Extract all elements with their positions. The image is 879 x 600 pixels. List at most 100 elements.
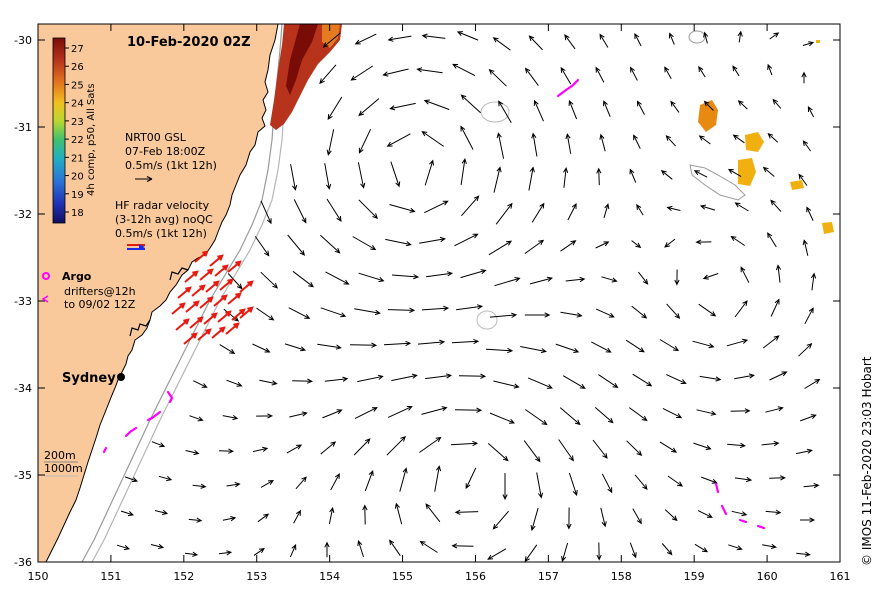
- sst-patch: [822, 222, 834, 234]
- current-arrow: [460, 125, 474, 150]
- current-arrow: [591, 341, 612, 353]
- radar-arrow: [227, 260, 242, 273]
- current-arrow: [772, 98, 782, 109]
- current-arrow: [357, 162, 366, 189]
- drifter-track: [166, 390, 174, 404]
- current-arrow: [798, 173, 808, 186]
- seamount-contour: [688, 30, 706, 44]
- depth-legend-1000m: 1000m: [44, 462, 83, 475]
- current-arrow: [801, 71, 807, 84]
- current-arrow: [326, 129, 335, 156]
- current-arrow: [387, 406, 413, 418]
- current-arrow: [226, 482, 241, 488]
- current-arrow: [632, 508, 642, 525]
- current-arrow: [693, 442, 712, 450]
- current-arrow: [357, 374, 384, 383]
- current-arrow: [761, 440, 780, 447]
- current-arrow: [382, 68, 409, 77]
- current-arrow: [456, 304, 484, 311]
- current-arrow: [565, 133, 572, 154]
- current-arrow: [498, 100, 512, 123]
- current-arrow: [454, 233, 479, 247]
- radar-arrow: [209, 254, 224, 267]
- current-arrow: [416, 67, 443, 74]
- radar-arrow: [184, 270, 199, 283]
- current-arrow: [796, 551, 811, 557]
- current-arrow: [495, 202, 513, 225]
- sst-patch-hot: [286, 24, 318, 95]
- current-arrow: [456, 31, 479, 41]
- current-arrow: [601, 473, 613, 494]
- current-arrow: [660, 169, 673, 180]
- x-tick-label: 155: [392, 570, 413, 583]
- current-arrow: [661, 543, 673, 556]
- x-tick-label: 153: [246, 570, 267, 583]
- seamount-contour: [689, 164, 746, 201]
- sst-patch: [738, 158, 756, 186]
- current-arrow: [598, 374, 619, 389]
- current-arrow: [151, 441, 166, 448]
- current-arrow: [600, 507, 607, 528]
- current-arrow: [496, 132, 505, 159]
- current-arrow: [732, 65, 740, 77]
- y-tick-label: -30: [14, 34, 32, 47]
- current-arrow: [391, 373, 418, 382]
- current-arrow: [529, 276, 554, 285]
- current-arrow: [193, 380, 208, 388]
- current-arrow: [454, 407, 483, 413]
- current-arrow: [260, 200, 272, 225]
- current-arrow: [727, 168, 742, 178]
- current-arrow: [317, 343, 342, 350]
- argo-legend-label: Argo: [62, 270, 92, 283]
- gsl-legend-line1: NRT00 GSL: [125, 131, 187, 144]
- colorbar-tick-label: 23: [71, 117, 84, 128]
- current-arrow: [634, 474, 648, 490]
- radar-arrow: [199, 268, 214, 281]
- current-arrow: [399, 467, 408, 492]
- radar-arrow: [225, 322, 240, 335]
- x-axis-ticks: 150 151 152 153 154 155 156 157 158 159 160 161: [28, 24, 851, 583]
- current-arrow: [419, 540, 438, 553]
- current-arrow: [664, 238, 676, 248]
- current-arrow: [286, 444, 303, 454]
- current-arrow: [762, 335, 780, 349]
- current-arrow: [698, 135, 711, 145]
- current-arrow: [451, 543, 474, 549]
- y-tick-label: -32: [14, 208, 32, 221]
- radar-arrow: [217, 310, 232, 323]
- current-arrow: [595, 241, 610, 249]
- current-arrow: [767, 133, 779, 143]
- current-arrow: [696, 409, 717, 416]
- hf-legend-arrow: [127, 244, 145, 250]
- seamount-contour: [476, 310, 498, 330]
- current-arrow: [734, 300, 748, 318]
- current-arrow: [460, 269, 487, 279]
- gsl-legend-line2: 07-Feb 18:00Z: [125, 145, 206, 158]
- current-arrow: [295, 476, 307, 490]
- current-arrow: [391, 274, 420, 280]
- current-arrow: [523, 440, 541, 463]
- radar-arrow: [197, 328, 212, 341]
- current-arrow: [324, 541, 330, 558]
- current-arrow: [254, 236, 270, 257]
- current-arrow: [328, 506, 335, 525]
- x-tick-label: 150: [28, 570, 49, 583]
- current-arrow: [158, 475, 173, 482]
- current-arrow: [664, 66, 672, 79]
- current-arrow: [568, 99, 578, 120]
- y-axis-ticks: -30 -31 -32 -33 -34 -35 -36: [14, 34, 840, 569]
- radar-arrow: [214, 264, 229, 277]
- radar-arrow: [194, 250, 209, 263]
- colorbar-tick-label: 18: [71, 208, 84, 219]
- current-arrow: [289, 411, 308, 418]
- radar-arrow: [183, 332, 198, 345]
- depth-legend-200m: 200m: [44, 449, 76, 462]
- y-tick-label: -31: [14, 121, 32, 134]
- current-arrow: [730, 235, 745, 246]
- current-arrow: [734, 476, 753, 483]
- current-arrow: [668, 32, 675, 45]
- current-arrow: [487, 443, 509, 462]
- x-tick-label: 157: [538, 570, 559, 583]
- y-tick-label: -35: [14, 469, 32, 482]
